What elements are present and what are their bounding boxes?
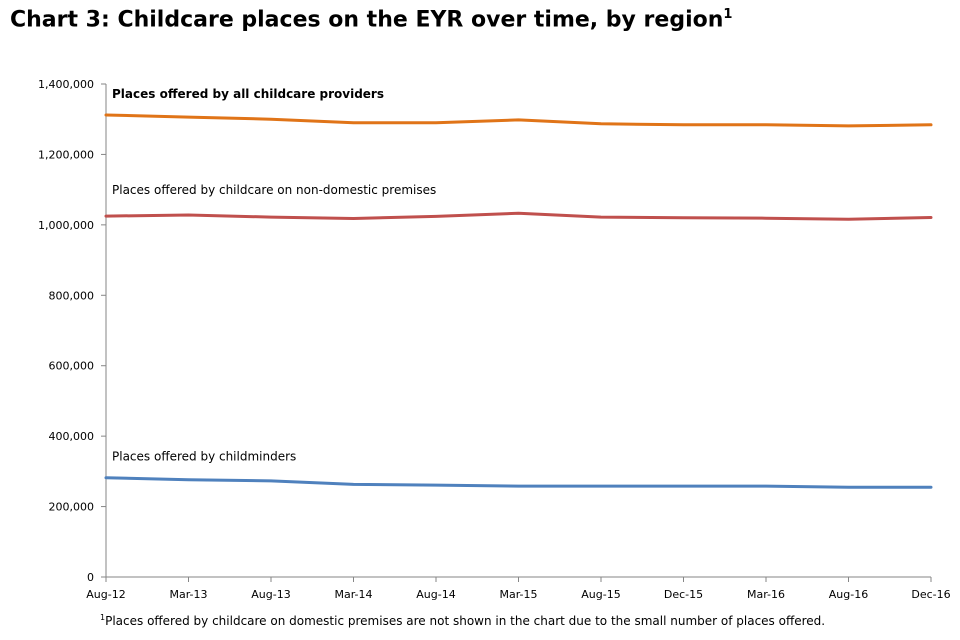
x-tick-label: Aug-15 xyxy=(581,588,620,601)
title-superscript: 1 xyxy=(723,7,733,22)
x-tick-label: Aug-13 xyxy=(251,588,290,601)
x-tick-label: Dec-16 xyxy=(911,588,950,601)
x-tick-label: Mar-16 xyxy=(747,588,785,601)
x-tick-label: Aug-16 xyxy=(829,588,868,601)
chart-title: Chart 3: Childcare places on the EYR ove… xyxy=(10,7,732,32)
x-tick-label: Mar-15 xyxy=(499,588,537,601)
y-tick-label: 200,000 xyxy=(49,501,95,514)
y-tick-label: 1,200,000 xyxy=(38,148,94,161)
series-line xyxy=(104,113,933,128)
series-line xyxy=(104,211,933,221)
footnote-text: Places offered by childcare on domestic … xyxy=(105,614,826,628)
series-label: Places offered by all childcare provider… xyxy=(112,87,384,101)
footnote: 1Places offered by childcare on domestic… xyxy=(100,613,825,628)
x-tick-label: Aug-14 xyxy=(416,588,455,601)
y-tick-label: 1,000,000 xyxy=(38,219,94,232)
chart-title-text: Chart 3: Childcare places on the EYR ove… xyxy=(10,7,724,33)
series-line xyxy=(104,476,933,489)
y-tick-label: 600,000 xyxy=(49,360,95,373)
series-label: Places offered by childminders xyxy=(112,450,296,464)
x-tick-label: Mar-13 xyxy=(169,588,207,601)
y-tick-label: 400,000 xyxy=(49,430,95,443)
series-label: Places offered by childcare on non-domes… xyxy=(112,183,436,197)
footnote-marker: 1 xyxy=(100,613,106,622)
x-tick-label: Aug-12 xyxy=(86,588,125,601)
y-tick-label: 800,000 xyxy=(49,289,95,302)
y-tick-label: 1,400,000 xyxy=(38,78,94,91)
chart-series: Places offered by all childcare provider… xyxy=(104,87,933,489)
chart-axes: 0 200,000 400,000 600,000 800,000 1,000,000 1,… xyxy=(38,78,951,601)
x-tick-label: Dec-15 xyxy=(664,588,703,601)
y-tick-label: 0 xyxy=(87,571,94,584)
x-tick-label: Mar-14 xyxy=(334,588,372,601)
